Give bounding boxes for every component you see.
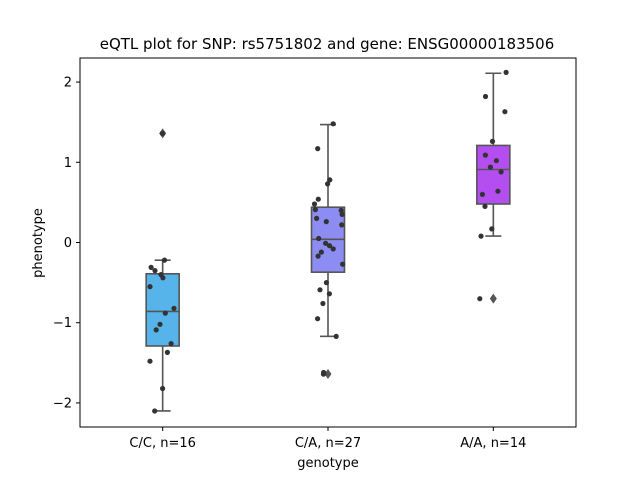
data-point: [159, 130, 165, 136]
data-point: [147, 358, 153, 364]
data-point: [311, 201, 318, 207]
data-point: [162, 310, 168, 316]
box-group: [476, 72, 511, 304]
data-point: [323, 219, 329, 225]
outlier-marker: [324, 369, 332, 380]
y-tick-label: −1: [53, 316, 72, 331]
data-point: [152, 268, 158, 274]
y-tick-label: 1: [64, 156, 72, 171]
data-point: [315, 146, 321, 152]
x-tick-label: A/A, n=14: [460, 436, 526, 451]
data-point: [482, 152, 488, 158]
data-point: [498, 169, 504, 175]
axes: −2 −1 0 1 2 C/C, n=16 C/A, n=27 A/A, n=14: [53, 57, 577, 451]
data-point: [161, 257, 168, 263]
data-point: [326, 291, 332, 297]
data-point: [340, 261, 346, 267]
data-point: [171, 305, 177, 311]
data-point: [312, 207, 318, 213]
data-point: [487, 164, 493, 170]
data-point: [339, 211, 345, 217]
x-axis-label: genotype: [297, 456, 358, 471]
box-group: [310, 123, 346, 380]
data-point: [323, 280, 329, 286]
data-point: [315, 196, 321, 202]
data-point: [339, 222, 345, 228]
y-tick-label: −2: [53, 396, 72, 411]
data-point: [333, 333, 339, 339]
data-point: [477, 296, 483, 302]
x-tick-label: C/A, n=27: [295, 436, 361, 451]
outlier-marker: [489, 293, 497, 304]
data-point: [489, 226, 495, 232]
plot-area: [145, 69, 511, 414]
chart-title: eQTL plot for SNP: rs5751802 and gene: E…: [100, 35, 555, 53]
data-point: [164, 349, 170, 355]
y-axis-label: phenotype: [31, 208, 46, 278]
data-point: [315, 316, 321, 322]
y-tick-label: 2: [64, 76, 72, 91]
data-point: [147, 284, 153, 290]
data-point: [315, 253, 321, 259]
data-point: [314, 215, 320, 221]
data-point: [327, 177, 333, 183]
data-point: [338, 207, 344, 213]
data-point: [479, 191, 485, 197]
data-point: [493, 158, 499, 164]
data-point: [482, 93, 489, 100]
data-point: [316, 235, 322, 242]
data-point: [482, 203, 488, 209]
data-point: [157, 321, 163, 327]
data-point: [325, 181, 331, 187]
data-point: [160, 275, 166, 281]
data-point: [323, 240, 329, 246]
data-point: [502, 109, 508, 115]
y-tick-label: 0: [64, 236, 72, 251]
data-point: [148, 264, 154, 270]
data-point: [318, 249, 324, 255]
data-point: [330, 121, 336, 127]
data-point: [489, 138, 496, 144]
data-point: [152, 408, 158, 414]
data-point: [495, 188, 501, 194]
data-point: [320, 300, 326, 307]
data-point: [160, 385, 166, 392]
data-point: [320, 371, 327, 377]
data-point: [478, 233, 484, 239]
data-point: [317, 287, 323, 293]
data-point: [153, 327, 159, 333]
x-tick-label: C/C, n=16: [129, 436, 195, 451]
data-point: [326, 243, 333, 249]
data-point: [168, 341, 174, 347]
data-point: [330, 246, 336, 252]
data-point: [503, 69, 509, 75]
